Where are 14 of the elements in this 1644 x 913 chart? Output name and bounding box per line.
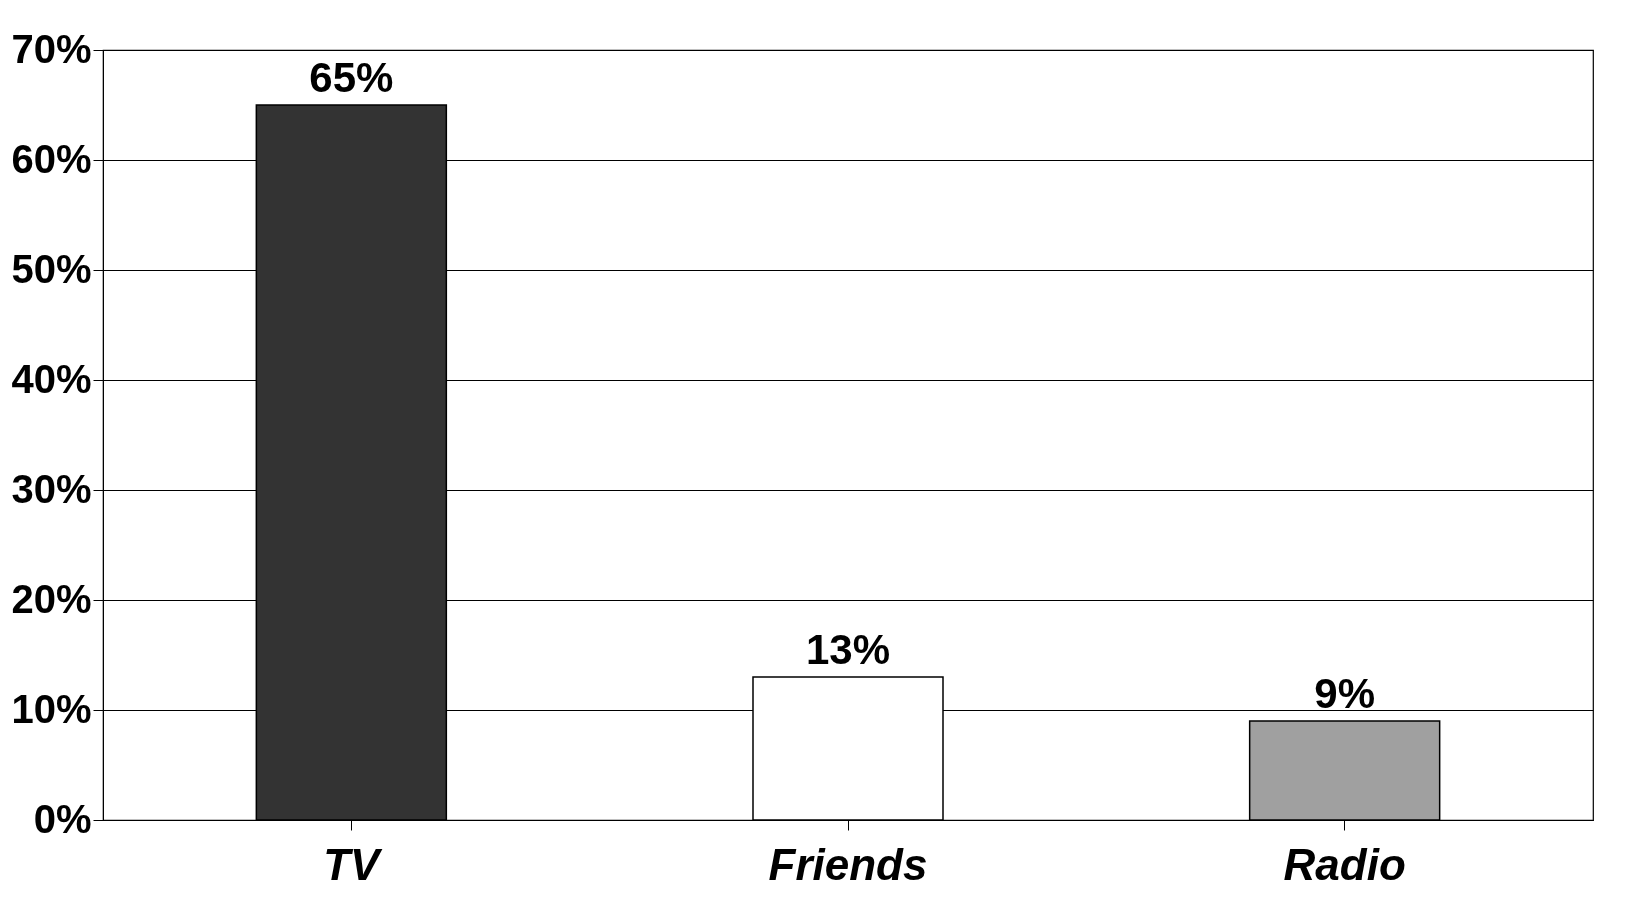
y-tick-label: 0% [33, 796, 92, 841]
x-tick-label: Friends [768, 839, 928, 889]
y-tick-label: 40% [11, 356, 92, 401]
data-label: 65% [309, 54, 394, 101]
y-tick-label: 20% [11, 576, 92, 621]
y-tick-label: 30% [11, 466, 92, 511]
x-tick-label: Radio [1283, 839, 1406, 889]
data-label: 13% [805, 626, 891, 673]
y-tick-label: 50% [11, 246, 92, 291]
x-tick-label: TV [323, 839, 384, 889]
y-tick-label: 60% [11, 136, 92, 181]
y-tick-label: 70% [11, 26, 92, 71]
y-tick-label: 10% [11, 686, 92, 731]
data-label: 9% [1314, 670, 1376, 717]
